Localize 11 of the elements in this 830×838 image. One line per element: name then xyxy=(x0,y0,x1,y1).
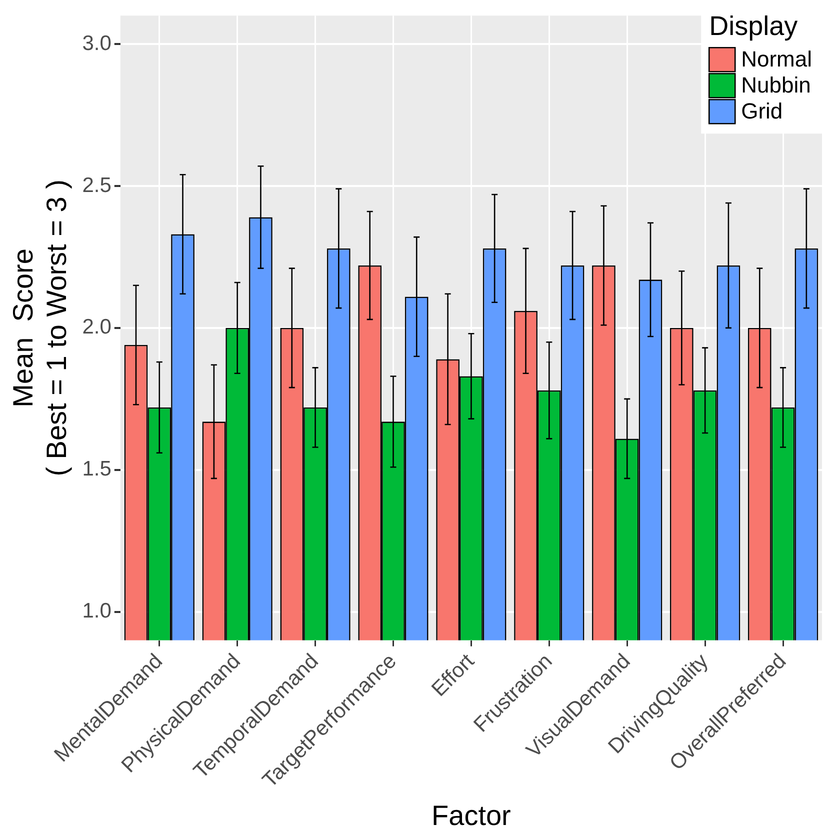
y-tick-label: 3.0 xyxy=(82,32,112,55)
legend-label: Normal xyxy=(741,46,812,72)
y-tick-label: 2.5 xyxy=(82,174,112,197)
legend-title: Display xyxy=(709,11,798,42)
legend-label: Nubbin xyxy=(741,72,811,98)
y-axis-title: Mean Score ( Best = 1 to Worst = 3 ) xyxy=(8,180,72,476)
legend-label: Grid xyxy=(741,98,783,124)
x-axis-title: Factor xyxy=(432,800,511,831)
y-tick-label: 1.0 xyxy=(82,600,112,623)
y-tick-label: 1.5 xyxy=(82,458,112,481)
y-tick-label: 2.0 xyxy=(82,316,112,339)
